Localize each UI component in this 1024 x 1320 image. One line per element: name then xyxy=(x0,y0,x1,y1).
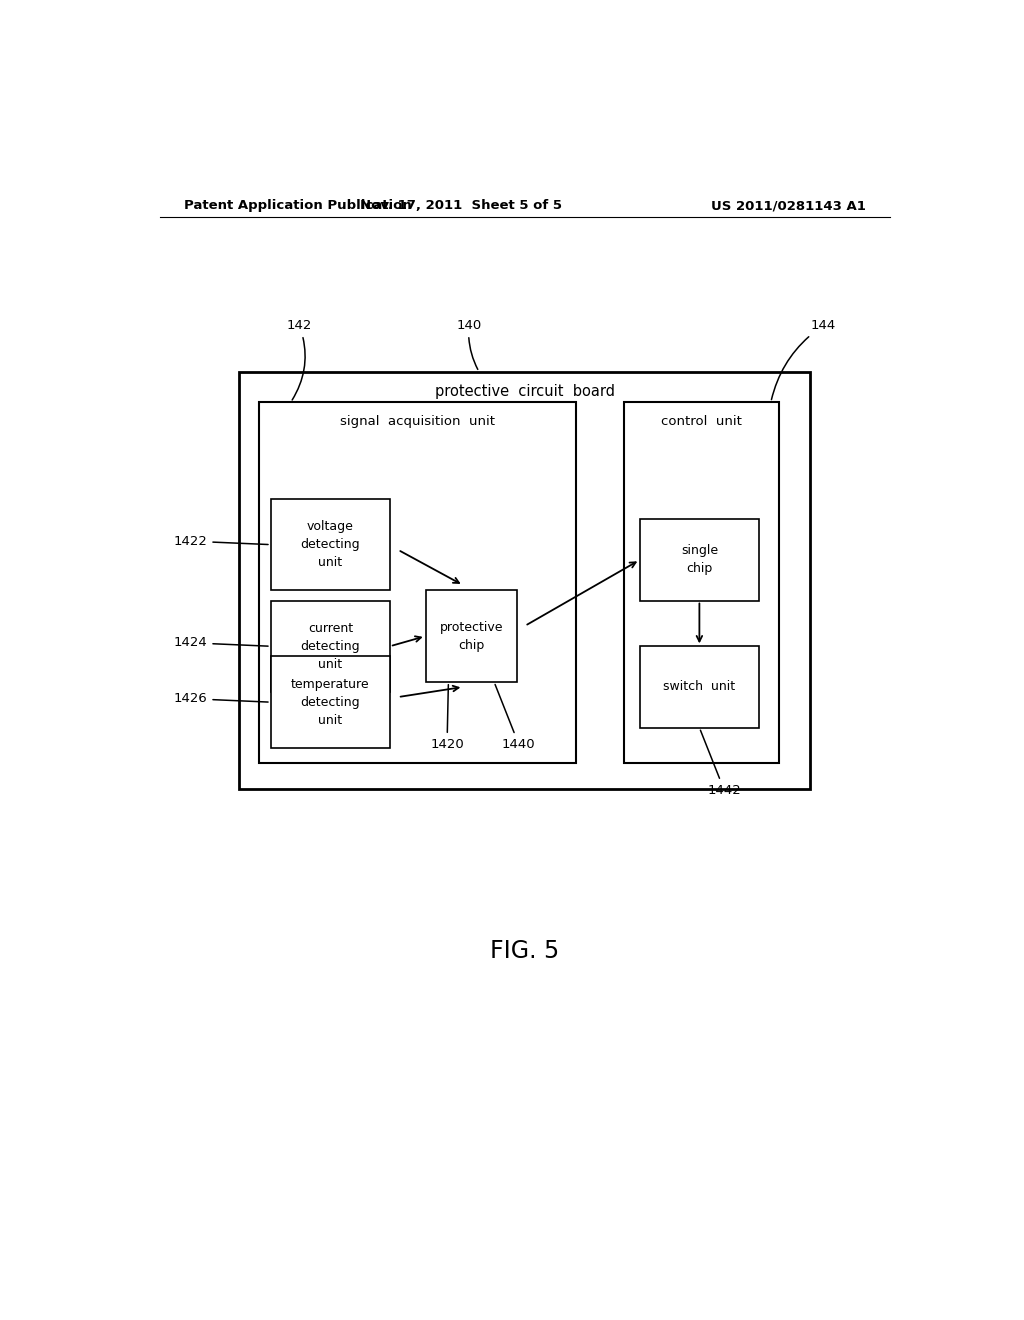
FancyBboxPatch shape xyxy=(426,590,517,682)
Text: Patent Application Publication: Patent Application Publication xyxy=(183,199,412,213)
FancyBboxPatch shape xyxy=(624,403,779,763)
Text: 1420: 1420 xyxy=(430,685,464,751)
Text: Nov. 17, 2011  Sheet 5 of 5: Nov. 17, 2011 Sheet 5 of 5 xyxy=(360,199,562,213)
Text: current
detecting
unit: current detecting unit xyxy=(301,622,360,671)
FancyBboxPatch shape xyxy=(270,499,390,590)
FancyBboxPatch shape xyxy=(270,601,390,692)
FancyBboxPatch shape xyxy=(270,656,390,748)
Text: temperature
detecting
unit: temperature detecting unit xyxy=(291,677,370,727)
FancyBboxPatch shape xyxy=(640,647,759,727)
Text: 142: 142 xyxy=(287,319,312,400)
FancyBboxPatch shape xyxy=(240,372,811,788)
Text: 1422: 1422 xyxy=(173,535,268,548)
Text: 1426: 1426 xyxy=(174,692,268,705)
Text: single
chip: single chip xyxy=(681,544,718,576)
Text: 140: 140 xyxy=(457,319,481,370)
Text: 144: 144 xyxy=(771,319,836,400)
Text: protective  circuit  board: protective circuit board xyxy=(435,384,614,399)
FancyBboxPatch shape xyxy=(259,403,577,763)
Text: control  unit: control unit xyxy=(660,414,741,428)
Text: 1424: 1424 xyxy=(174,636,268,649)
Text: protective
chip: protective chip xyxy=(439,620,503,652)
Text: 1440: 1440 xyxy=(495,685,536,751)
Text: FIG. 5: FIG. 5 xyxy=(490,940,559,964)
Text: voltage
detecting
unit: voltage detecting unit xyxy=(301,520,360,569)
Text: switch  unit: switch unit xyxy=(664,680,735,693)
Text: signal  acquisition  unit: signal acquisition unit xyxy=(340,414,496,428)
Text: US 2011/0281143 A1: US 2011/0281143 A1 xyxy=(712,199,866,213)
Text: 1442: 1442 xyxy=(700,730,741,797)
FancyBboxPatch shape xyxy=(640,519,759,601)
